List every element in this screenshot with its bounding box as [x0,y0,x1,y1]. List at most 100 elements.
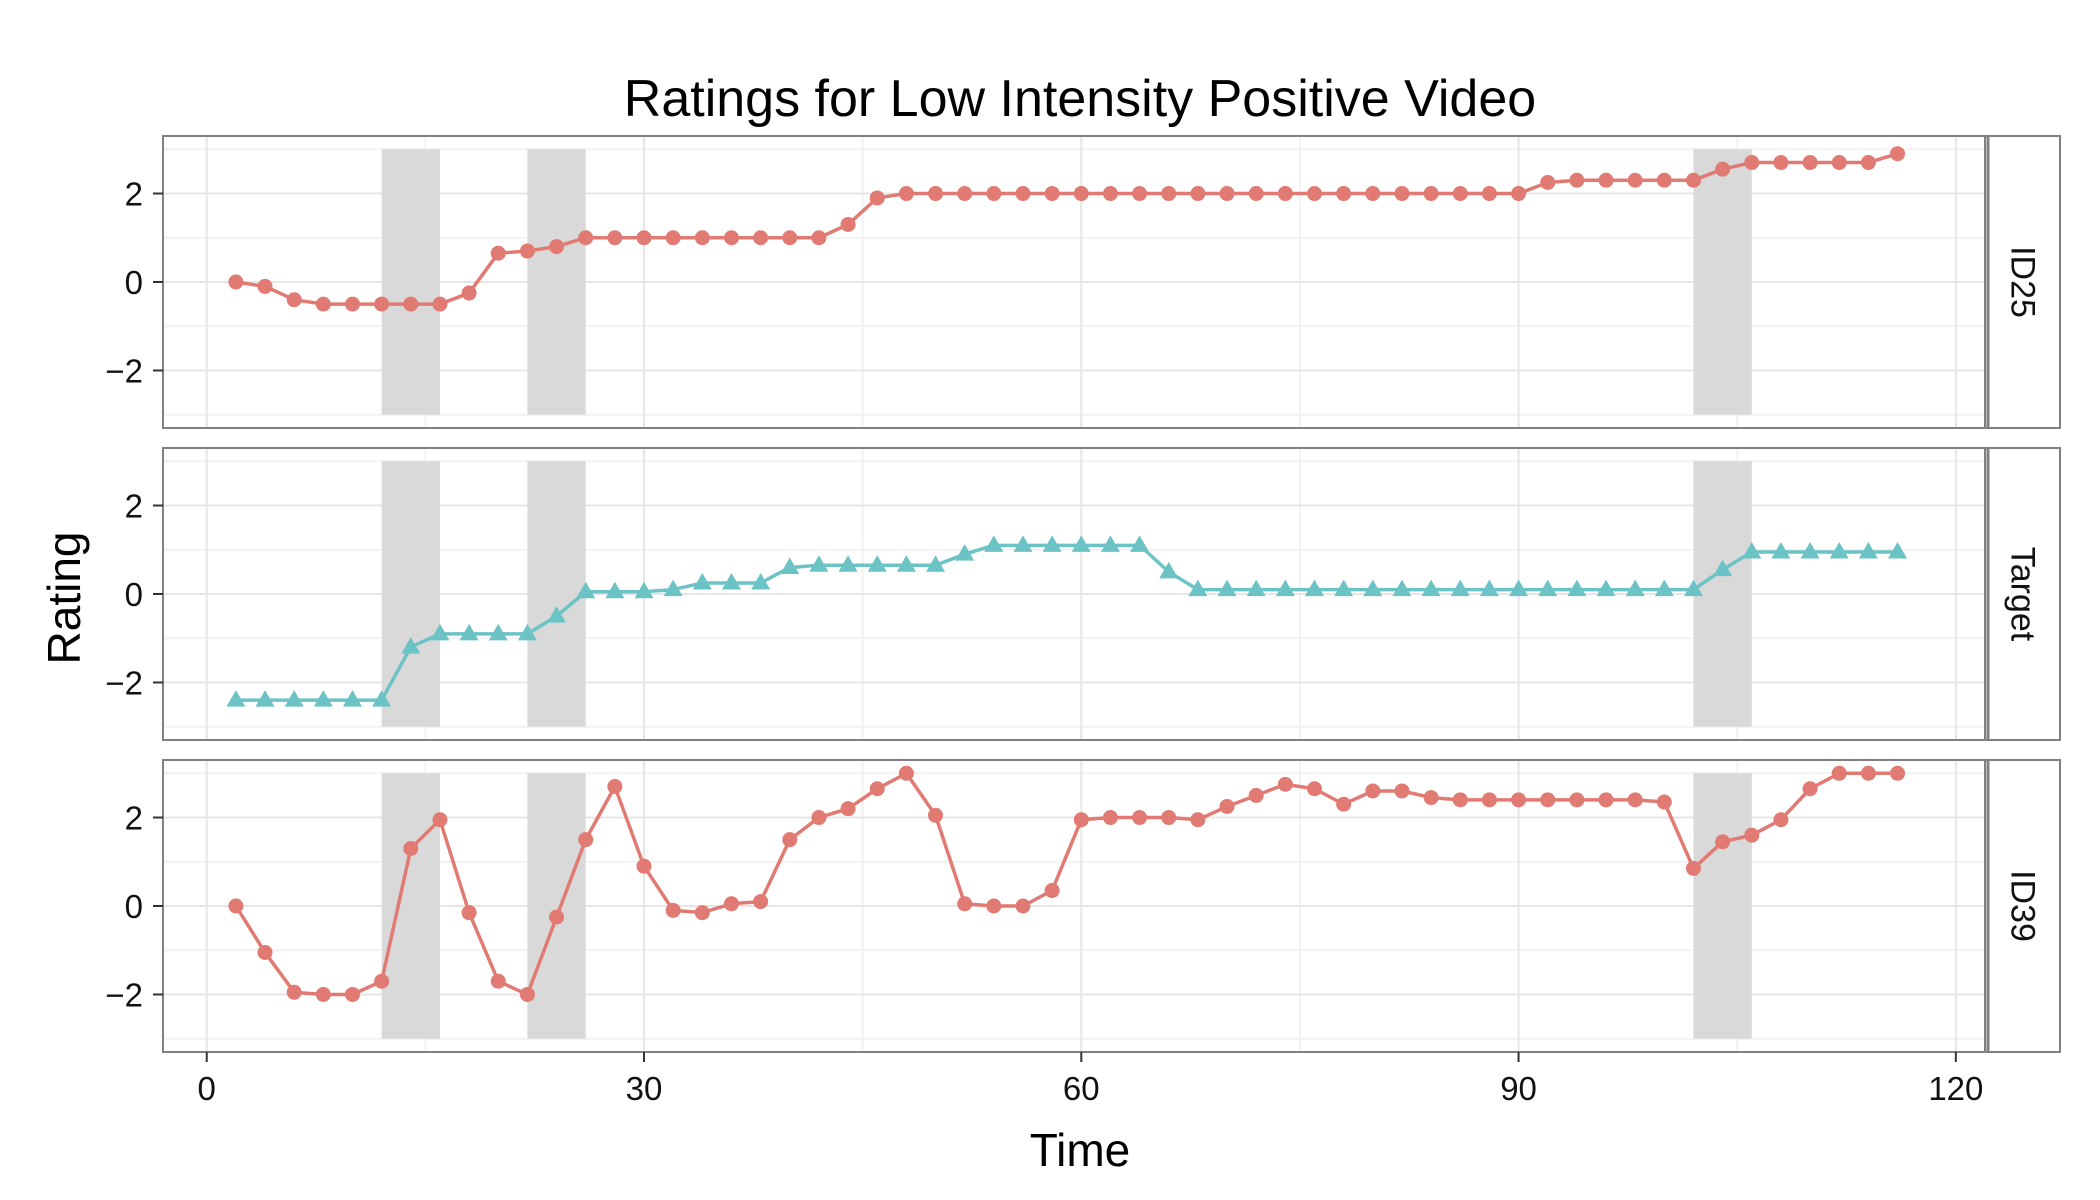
data-point [374,973,390,989]
data-point [1598,792,1614,808]
data-point [228,274,244,290]
shaded-interval [527,149,586,415]
data-point [1073,812,1089,828]
data-point [782,230,798,246]
data-point [1363,579,1383,597]
facet-strip [1984,759,2061,1053]
data-point [1831,155,1847,171]
data-point [1771,541,1791,559]
data-point [1307,781,1323,797]
data-point [1744,155,1760,171]
data-point [1334,579,1354,597]
shaded-interval [1693,773,1752,1039]
data-point [1219,798,1235,814]
data-point [1190,812,1206,828]
data-point [811,810,827,826]
data-point [636,858,652,874]
data-point [488,623,508,641]
data-point [838,555,858,572]
data-point [986,186,1002,202]
data-point [461,905,477,921]
data-point [1860,155,1876,171]
data-point [1713,559,1733,577]
data-point [1307,186,1323,202]
data-point [1715,161,1731,177]
data-point [1858,541,1878,559]
x-axis-title: Time [1030,1124,1131,1176]
data-point [226,690,246,707]
data-point [1540,174,1556,190]
data-point [517,623,537,641]
data-point [372,690,392,707]
data-point [1071,535,1091,552]
data-point [1452,792,1468,808]
data-point [782,832,798,848]
data-point [663,579,683,597]
data-point [1656,172,1672,188]
data-point [1685,860,1701,876]
data-point [315,986,331,1002]
data-point [928,186,944,202]
data-point [898,186,914,202]
data-point [957,896,973,912]
data-point [753,230,769,246]
data-point [286,984,302,1000]
data-point [1421,579,1441,597]
data-point [1744,827,1760,843]
data-point [955,544,975,561]
data-point [898,765,914,781]
data-point [1509,579,1529,597]
data-point [430,623,450,641]
data-point [578,230,594,246]
data-point [721,572,741,590]
data-point [1423,790,1439,806]
data-point [1305,579,1325,597]
data-point [896,555,916,572]
data-point [1100,535,1120,552]
data-point [403,296,419,312]
data-point [1336,796,1352,812]
data-point [869,190,885,206]
data-point [1219,186,1235,202]
data-point [228,898,244,914]
data-point [723,230,739,246]
data-point [1656,794,1672,810]
data-point [459,623,479,641]
data-point [1479,579,1499,597]
data-point [926,555,946,572]
data-point [1860,765,1876,781]
data-point [1394,783,1410,799]
shaded-interval [527,461,586,727]
data-point [753,894,769,910]
data-point [1888,541,1908,559]
facet-strip [1984,447,2061,741]
shaded-interval [381,149,440,415]
data-point [840,801,856,817]
data-point [1277,776,1293,792]
y-tick-label: 2 [125,176,143,213]
x-tick-label: 90 [1500,1070,1537,1107]
x-tick-label: 0 [198,1070,216,1107]
data-point [1161,186,1177,202]
data-point [1217,579,1237,597]
data-point [1890,765,1906,781]
data-point [1452,186,1468,202]
data-point [1567,579,1587,597]
x-tick-label: 60 [1063,1070,1100,1107]
data-point [1831,765,1847,781]
data-point [1450,579,1470,597]
data-point [344,986,360,1002]
data-point [811,230,827,246]
data-point [1130,535,1150,552]
data-point [636,230,652,246]
data-point [1044,186,1060,202]
facet-strip-label: ID39 [2004,870,2042,942]
data-point [1423,186,1439,202]
data-point [1802,155,1818,171]
data-point [1683,579,1703,597]
y-tick-label: −2 [105,352,143,389]
data-point [257,278,273,294]
data-point [547,606,567,623]
data-point [432,812,448,828]
data-point [1190,186,1206,202]
